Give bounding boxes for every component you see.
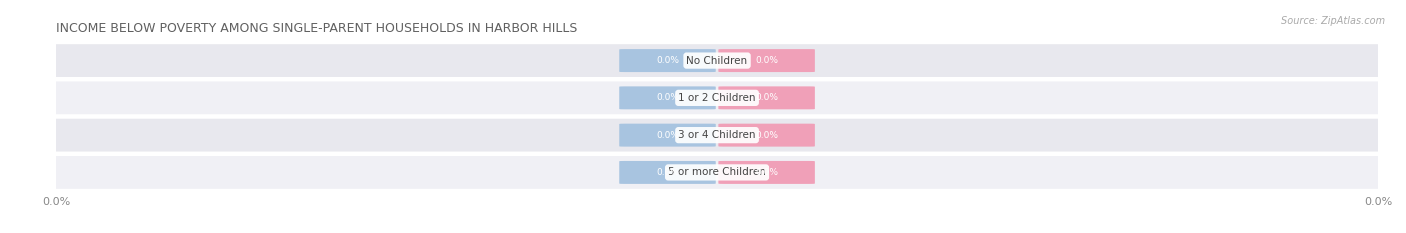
- Text: 0.0%: 0.0%: [657, 168, 679, 177]
- Text: 1 or 2 Children: 1 or 2 Children: [678, 93, 756, 103]
- FancyBboxPatch shape: [718, 86, 815, 109]
- FancyBboxPatch shape: [718, 161, 815, 184]
- FancyBboxPatch shape: [718, 49, 815, 72]
- FancyBboxPatch shape: [619, 124, 716, 147]
- FancyBboxPatch shape: [619, 86, 716, 109]
- Text: Source: ZipAtlas.com: Source: ZipAtlas.com: [1281, 16, 1385, 26]
- Text: 0.0%: 0.0%: [755, 131, 778, 140]
- Text: 0.0%: 0.0%: [755, 56, 778, 65]
- Text: 0.0%: 0.0%: [755, 93, 778, 102]
- Text: INCOME BELOW POVERTY AMONG SINGLE-PARENT HOUSEHOLDS IN HARBOR HILLS: INCOME BELOW POVERTY AMONG SINGLE-PARENT…: [56, 22, 578, 35]
- FancyBboxPatch shape: [37, 82, 1398, 114]
- FancyBboxPatch shape: [718, 124, 815, 147]
- Text: 3 or 4 Children: 3 or 4 Children: [678, 130, 756, 140]
- Text: No Children: No Children: [686, 56, 748, 65]
- Text: 0.0%: 0.0%: [657, 131, 679, 140]
- FancyBboxPatch shape: [619, 49, 716, 72]
- Text: 0.0%: 0.0%: [657, 93, 679, 102]
- FancyBboxPatch shape: [37, 119, 1398, 151]
- Text: 0.0%: 0.0%: [755, 168, 778, 177]
- Text: 0.0%: 0.0%: [657, 56, 679, 65]
- FancyBboxPatch shape: [37, 156, 1398, 189]
- Text: 5 or more Children: 5 or more Children: [668, 168, 766, 177]
- FancyBboxPatch shape: [619, 161, 716, 184]
- FancyBboxPatch shape: [37, 44, 1398, 77]
